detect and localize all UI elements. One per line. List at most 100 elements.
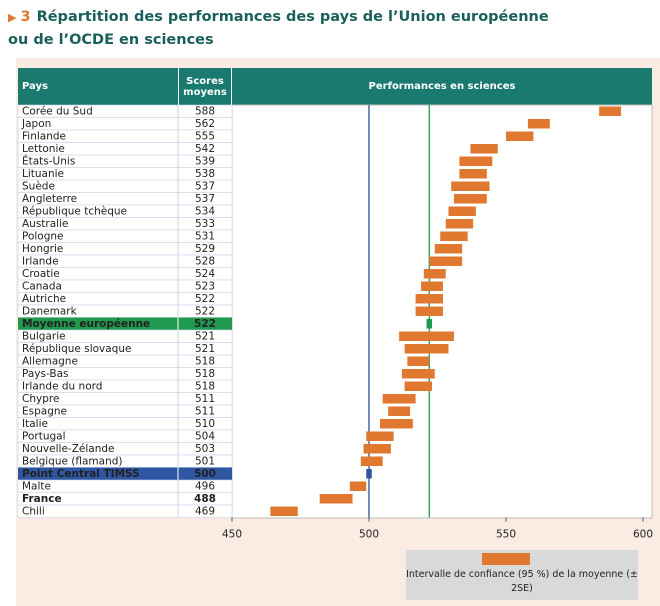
score-label: 503 <box>195 443 215 455</box>
country-label: Allemagne <box>22 355 78 367</box>
score-label: 542 <box>195 143 215 155</box>
country-label: Croatie <box>22 268 60 280</box>
country-label: France <box>22 493 62 505</box>
chart-title: Répartition des performances des pays de… <box>8 9 549 48</box>
score-label: 529 <box>195 243 215 255</box>
interval-bar <box>382 394 416 404</box>
interval-bar <box>366 431 394 441</box>
legend-label: Intervalle de confiance (95 %) de la moy… <box>406 569 638 594</box>
interval-bar <box>434 244 463 254</box>
interval-bar <box>453 194 487 204</box>
score-label: 588 <box>195 105 215 117</box>
country-label: Bulgarie <box>22 330 66 342</box>
country-label: Espagne <box>22 405 67 417</box>
score-label: 522 <box>195 305 215 317</box>
score-label: 500 <box>194 468 216 480</box>
score-label: 538 <box>195 168 215 180</box>
interval-bar <box>366 469 372 479</box>
interval-bar <box>388 406 411 416</box>
score-label: 501 <box>195 455 215 467</box>
interval-bar <box>379 419 413 429</box>
interval-bar <box>423 269 446 279</box>
score-label: 539 <box>195 155 215 167</box>
score-label: 531 <box>195 230 215 242</box>
interval-bar <box>459 156 493 166</box>
score-label: 518 <box>195 355 215 367</box>
score-label: 511 <box>195 393 215 405</box>
x-tick-label: 500 <box>359 529 379 541</box>
country-label: Point Central TIMSS <box>22 468 140 480</box>
interval-bar <box>506 131 534 141</box>
interval-bar <box>399 331 454 341</box>
score-label: 537 <box>195 193 215 205</box>
title-block: ▶ 3 Répartition des performances des pays … <box>8 6 568 51</box>
interval-bar <box>319 494 353 504</box>
interval-bar <box>451 181 490 191</box>
score-label: 504 <box>195 430 215 442</box>
interval-bar <box>448 206 476 216</box>
country-label: République slovaque <box>22 343 131 355</box>
interval-bar <box>445 219 474 229</box>
country-label: Canada <box>22 280 62 292</box>
country-label: Autriche <box>22 293 66 305</box>
score-label: 537 <box>195 180 215 192</box>
marker: ▶ <box>8 11 17 24</box>
interval-bar <box>440 231 468 241</box>
score-label: 528 <box>195 255 215 267</box>
country-label: Irlande <box>22 255 59 267</box>
country-label: Pays-Bas <box>22 368 69 380</box>
x-tick-label: 450 <box>222 529 242 541</box>
country-label: Nouvelle-Zélande <box>22 443 114 455</box>
legend-swatch <box>482 553 530 565</box>
country-label: Portugal <box>22 430 66 442</box>
interval-bar <box>360 456 383 466</box>
country-label: Irlande du nord <box>22 380 102 392</box>
country-label: Angleterre <box>22 193 77 205</box>
country-label: Malte <box>22 480 51 492</box>
score-label: 522 <box>195 293 215 305</box>
country-label: Lituanie <box>22 168 64 180</box>
interval-bar <box>363 444 391 454</box>
country-label: République tchèque <box>22 205 127 217</box>
score-label: 523 <box>195 280 215 292</box>
score-label: 518 <box>195 368 215 380</box>
country-label: Belgique (flamand) <box>22 455 123 467</box>
interval-bar <box>270 506 298 516</box>
country-label: Suède <box>22 180 55 192</box>
score-label: 511 <box>195 405 215 417</box>
country-label: Hongrie <box>22 243 63 255</box>
score-label: 510 <box>195 418 215 430</box>
interval-bar <box>415 294 443 304</box>
score-label: 555 <box>195 130 215 142</box>
score-label: 524 <box>195 268 215 280</box>
interval-bar <box>599 106 622 116</box>
country-label: Lettonie <box>22 143 65 155</box>
score-label: 518 <box>195 380 215 392</box>
country-label: Italie <box>22 418 48 430</box>
score-label: 469 <box>195 505 215 517</box>
score-label: 496 <box>195 480 215 492</box>
interval-bar <box>401 369 435 379</box>
score-label: 533 <box>195 218 215 230</box>
header-bar <box>18 68 652 105</box>
score-label: 522 <box>194 318 216 330</box>
column-header: Scores moyens <box>178 68 232 105</box>
interval-bar <box>470 144 498 154</box>
column-header: Pays <box>22 81 48 92</box>
figure-number: 3 <box>20 9 31 25</box>
interval-bar <box>407 356 430 366</box>
country-label: Chili <box>22 505 45 517</box>
country-label: Chypre <box>22 393 59 405</box>
score-label: 521 <box>195 330 215 342</box>
interval-bar <box>429 256 463 266</box>
interval-bar <box>426 319 433 329</box>
interval-bar <box>415 306 443 316</box>
country-label: Japon <box>21 118 51 130</box>
column-header: Performances en sciences <box>368 81 516 92</box>
interval-bar <box>527 119 550 129</box>
x-tick-label: 550 <box>496 529 516 541</box>
interval-bar <box>404 381 433 391</box>
country-label: Moyenne européenne <box>22 318 150 330</box>
